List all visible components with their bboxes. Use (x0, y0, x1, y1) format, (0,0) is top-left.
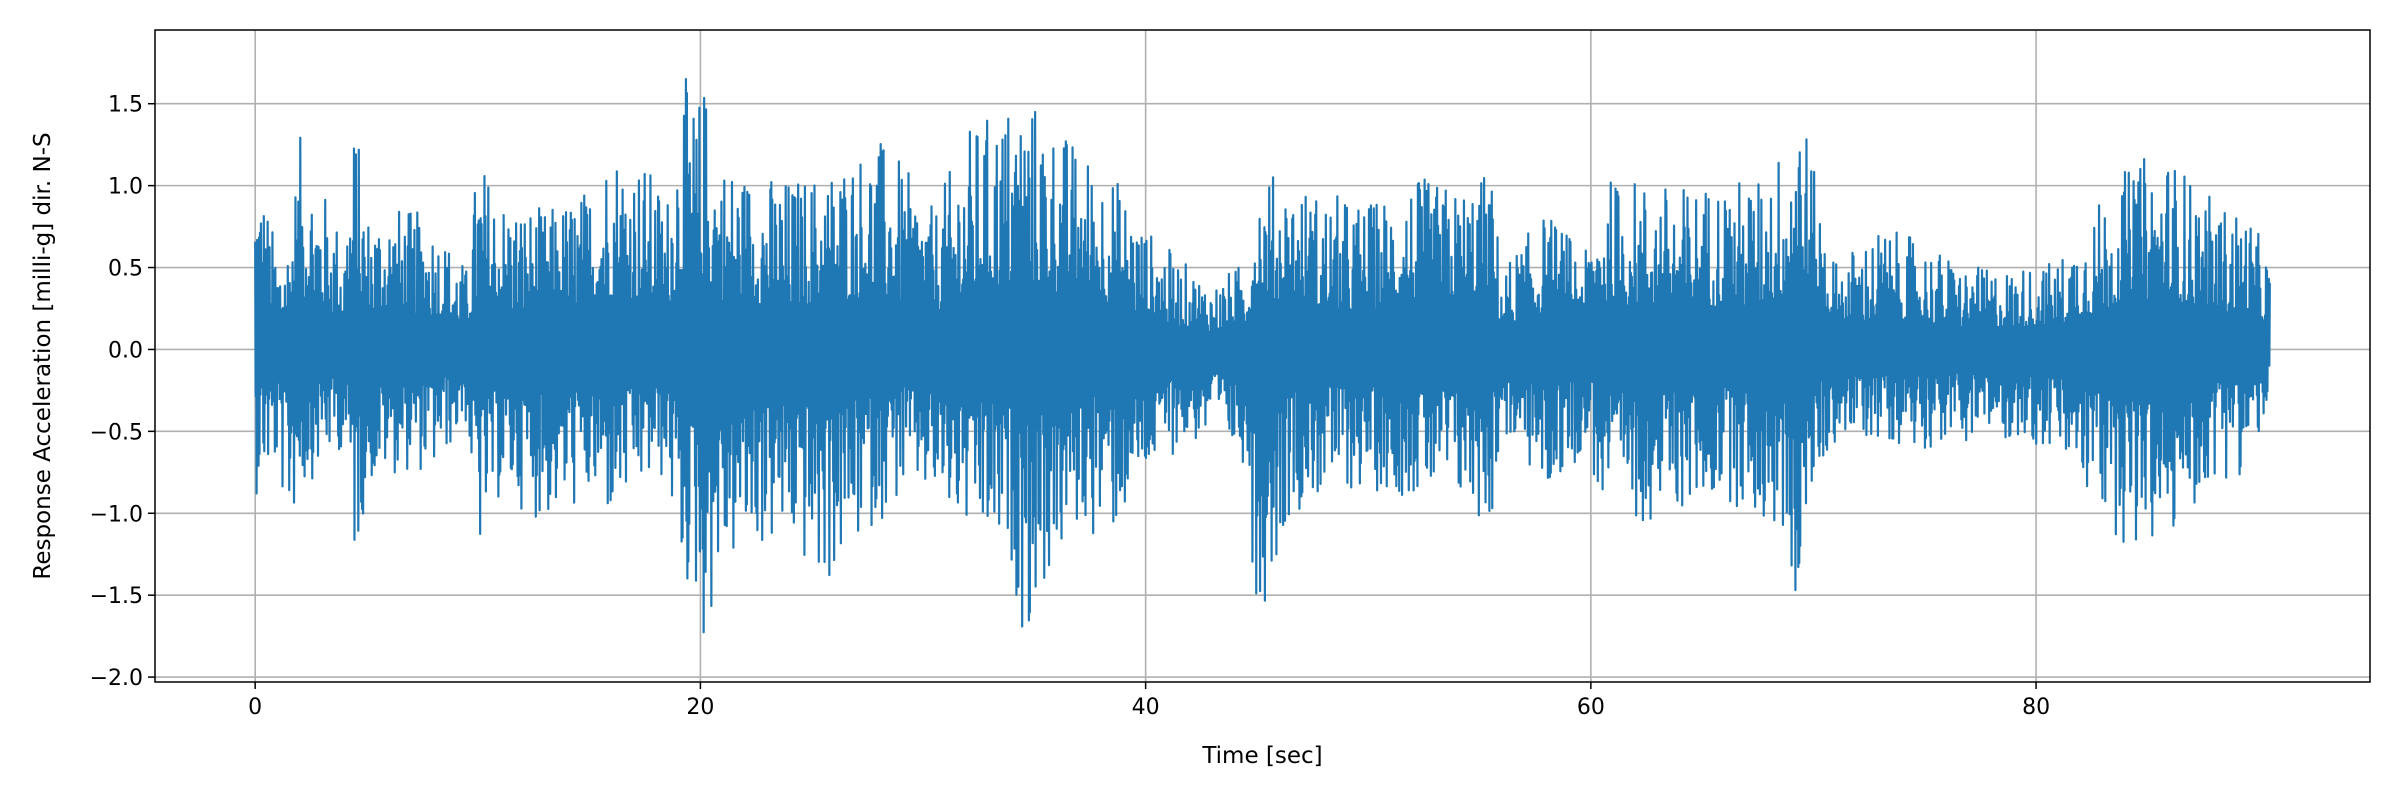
x-tick-label: 0 (248, 695, 262, 720)
y-tick-label: 0.5 (108, 257, 143, 282)
y-tick-label: 0.0 (108, 338, 143, 363)
y-tick-label: 1.5 (108, 93, 143, 118)
y-tick-label: −1.5 (90, 584, 143, 609)
y-axis-label: Response Acceleration [milli-g] dir. N-S (30, 132, 56, 579)
x-tick-label: 20 (686, 695, 714, 720)
y-tick-label: 1.0 (108, 175, 143, 200)
y-tick-label: −0.5 (90, 420, 143, 445)
axes-frame (154, 29, 2371, 683)
series-line (254, 78, 2271, 634)
ticks: 0 20 40 60 80 −2.0 −1.5 −1.0 −0.5 0.0 0.5 1.0 1.5 (90, 93, 2051, 720)
x-tick-label: 60 (1577, 695, 1605, 720)
plot-area (254, 78, 2271, 634)
x-tick-label: 80 (2022, 695, 2050, 720)
x-axis-label: Time [sec] (1201, 743, 1322, 769)
y-tick-label: −1.0 (90, 502, 143, 527)
x-tick-label: 40 (1132, 695, 1160, 720)
y-tick-label: −2.0 (90, 666, 143, 691)
